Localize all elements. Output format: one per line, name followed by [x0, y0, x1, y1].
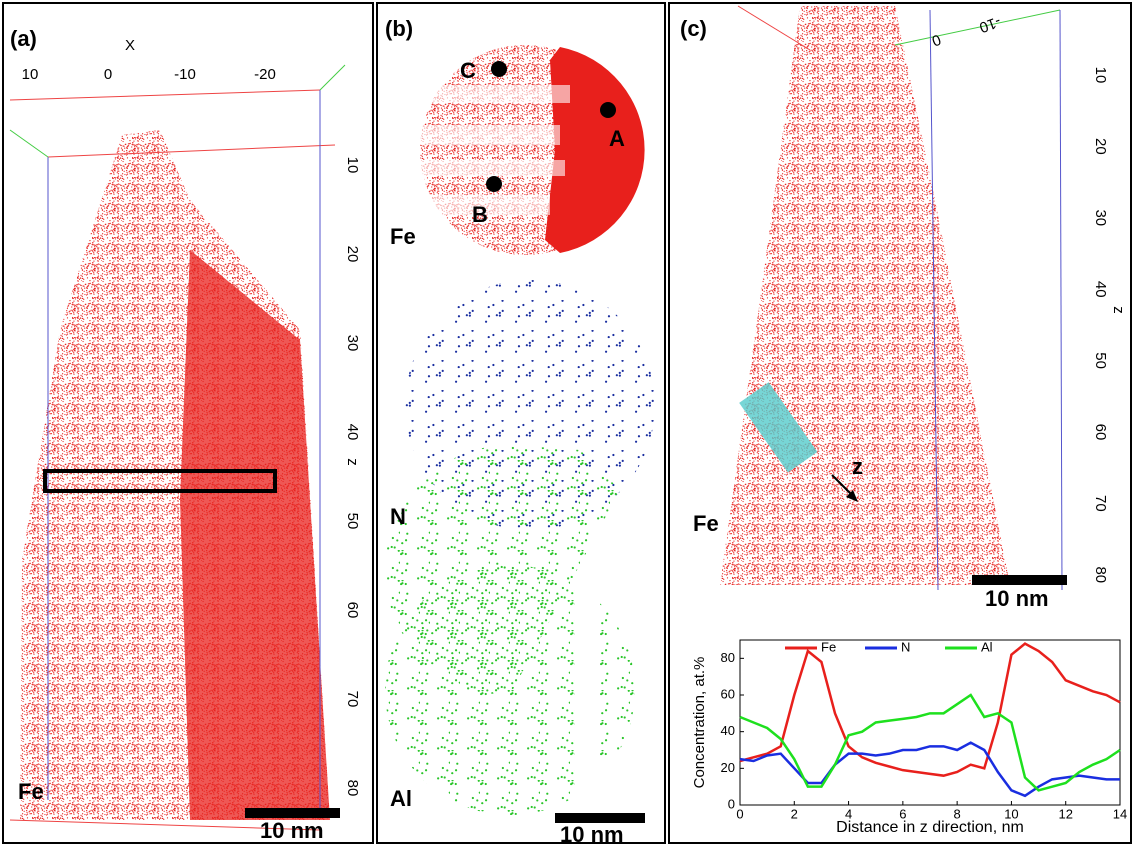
tick-label: 10 [344, 157, 361, 174]
point-marker [486, 176, 502, 192]
atom-cloud [180, 250, 330, 820]
stripe [410, 85, 570, 103]
scale-label: 10 nm [560, 822, 624, 847]
box-edge [894, 9, 1061, 46]
panel-label: (c) [680, 16, 707, 41]
point-label: B [472, 202, 488, 227]
tick-label: -10 [174, 66, 196, 83]
panel-frame [668, 2, 1132, 844]
panel-label: (b) [385, 16, 413, 41]
panel-frame [2, 2, 374, 844]
element-label: N [390, 504, 406, 529]
box-edge [9, 89, 321, 101]
tick-label: 80 [1092, 566, 1109, 583]
tick-label: 30 [344, 335, 361, 352]
tick-label: 20 [344, 246, 361, 263]
legend-label: N [901, 639, 910, 654]
tick-label: -20 [254, 66, 276, 83]
tick-label: 40 [1092, 281, 1109, 298]
x-tick-label: 4 [845, 806, 852, 821]
scale-bar [972, 575, 1067, 585]
box-edge [9, 129, 49, 158]
point-label: C [460, 58, 476, 83]
tick-label: 60 [344, 602, 361, 619]
y-tick-label: 60 [721, 686, 735, 701]
selection-box [43, 469, 277, 493]
tick-label: 80 [344, 780, 361, 797]
x-tick-label: 2 [791, 806, 798, 821]
tick-label: 10 [1092, 67, 1109, 84]
element-label: Fe [18, 779, 44, 804]
stripe [410, 125, 560, 145]
scale-label: 10 nm [260, 818, 324, 843]
point-marker [600, 102, 616, 118]
tick-label: 50 [344, 513, 361, 530]
tick-label: 20 [1092, 138, 1109, 155]
x-tick-label: 12 [1058, 806, 1072, 821]
stripe [415, 160, 565, 176]
tick-label: 0 [929, 31, 943, 50]
cylinder [739, 382, 818, 473]
y-tick-label: 80 [721, 650, 735, 665]
y-tick-label: 40 [721, 723, 735, 738]
plot-area [739, 639, 1121, 806]
scale-bar [245, 808, 340, 818]
x-tick-label: 0 [736, 806, 743, 821]
tick-label: 60 [1092, 424, 1109, 441]
x-axis-label: Distance in z direction, nm [836, 819, 1024, 836]
atom-map [385, 565, 635, 815]
box-edge [737, 5, 811, 51]
panel-frame [376, 2, 666, 844]
scale-label: 10 nm [985, 586, 1049, 611]
atom-cloud [720, 6, 1010, 585]
y-tick-label: 0 [728, 796, 735, 811]
tick-label: 0 [104, 66, 112, 83]
box-edge [47, 144, 336, 158]
tick-label: 10 [22, 66, 39, 83]
x-tick-label: 14 [1113, 806, 1127, 821]
legend-label: Al [981, 639, 993, 654]
x-tick-label: 6 [899, 806, 906, 821]
element-label: Fe [390, 224, 416, 249]
x-tick-label: 10 [1004, 806, 1018, 821]
tick-label: 30 [1092, 209, 1109, 226]
line-series [739, 693, 1121, 792]
y-axis-label: Concentration, at.% [691, 657, 708, 789]
line-series [739, 642, 1121, 777]
element-label: Fe [693, 511, 719, 536]
box-edge [9, 819, 321, 831]
stripe [430, 195, 550, 215]
tick-label: 70 [1092, 495, 1109, 512]
x-tick-label: 8 [954, 806, 961, 821]
arrow [846, 490, 858, 502]
point-label: A [609, 126, 625, 151]
y-tick-label: 20 [721, 760, 735, 775]
axis-label: z [1110, 306, 1127, 314]
scale-bar [555, 813, 645, 823]
legend-label: Fe [821, 639, 836, 654]
element-label: Al [390, 786, 412, 811]
box-edge [929, 9, 939, 591]
tick-label: 50 [1092, 352, 1109, 369]
axis-label: z [344, 458, 361, 466]
axis-label: X [125, 37, 135, 54]
panel-label: (a) [10, 26, 37, 51]
tick-label: -10 [977, 13, 1003, 36]
tick-label: 70 [344, 691, 361, 708]
box-edge [1059, 9, 1063, 591]
atom-map [545, 47, 645, 253]
box-edge [319, 64, 346, 91]
point-marker [491, 61, 507, 77]
tick-label: 40 [344, 424, 361, 441]
arrow-label: z [852, 454, 863, 479]
